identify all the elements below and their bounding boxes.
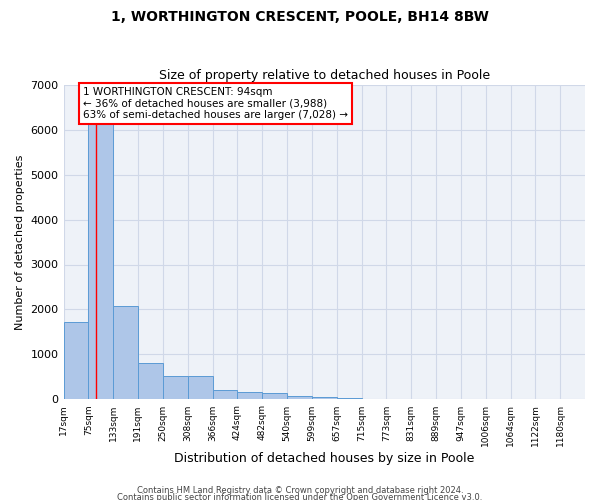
Text: 1 WORTHINGTON CRESCENT: 94sqm
← 36% of detached houses are smaller (3,988)
63% o: 1 WORTHINGTON CRESCENT: 94sqm ← 36% of d… — [83, 87, 348, 120]
X-axis label: Distribution of detached houses by size in Poole: Distribution of detached houses by size … — [174, 452, 475, 465]
Text: Contains public sector information licensed under the Open Government Licence v3: Contains public sector information licen… — [118, 494, 482, 500]
Bar — [113, 306, 138, 400]
Text: 1, WORTHINGTON CRESCENT, POOLE, BH14 8BW: 1, WORTHINGTON CRESCENT, POOLE, BH14 8BW — [111, 10, 489, 24]
Bar — [188, 376, 212, 400]
Bar — [362, 398, 386, 400]
Bar — [337, 398, 362, 400]
Text: Contains HM Land Registry data © Crown copyright and database right 2024.: Contains HM Land Registry data © Crown c… — [137, 486, 463, 495]
Bar — [238, 392, 262, 400]
Bar — [138, 362, 163, 400]
Bar — [287, 396, 312, 400]
Y-axis label: Number of detached properties: Number of detached properties — [15, 154, 25, 330]
Bar — [88, 104, 113, 400]
Bar — [64, 322, 88, 400]
Title: Size of property relative to detached houses in Poole: Size of property relative to detached ho… — [159, 69, 490, 82]
Bar — [163, 376, 188, 400]
Bar — [212, 390, 238, 400]
Bar — [312, 397, 337, 400]
Bar — [262, 394, 287, 400]
